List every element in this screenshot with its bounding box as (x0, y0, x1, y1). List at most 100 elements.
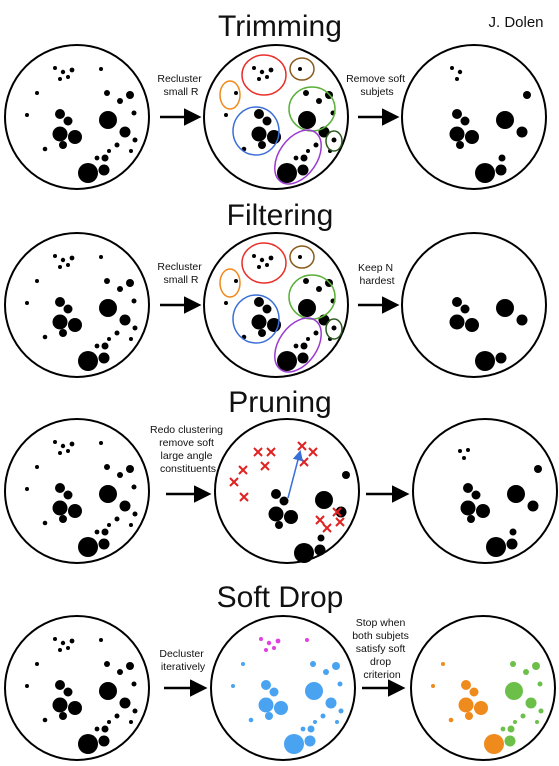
hard-particle (449, 314, 465, 330)
particle (268, 506, 284, 522)
particle (68, 130, 82, 144)
particle (99, 682, 117, 700)
particle (94, 343, 100, 349)
declustered-particle (307, 725, 315, 733)
removed-constituent-cross (332, 507, 342, 517)
particle (300, 342, 308, 350)
particle (131, 484, 137, 490)
subjet-particle (510, 661, 516, 667)
declustered-particle (241, 662, 245, 666)
subjet-oval-darkgreen (325, 130, 343, 152)
particle (98, 538, 110, 550)
svg-text:Decluster iteratively: Decluster iteratively (159, 648, 206, 673)
particle (342, 471, 350, 479)
particle (129, 149, 133, 153)
particle (117, 98, 123, 104)
removed-constituent-cross (229, 477, 239, 487)
declustered-particle (305, 638, 309, 642)
particle (297, 164, 309, 176)
declustered-particle (338, 708, 344, 714)
particle (131, 110, 137, 116)
particle (66, 263, 70, 267)
particle (224, 301, 228, 305)
particle (25, 684, 29, 688)
hard-particle (452, 297, 462, 307)
step-label-line: large angle (161, 450, 213, 462)
particle (58, 648, 62, 652)
subjet-particle (523, 669, 529, 675)
particle (294, 543, 314, 563)
subjet-particle (465, 712, 473, 720)
subjet-particle (538, 708, 544, 714)
particle (42, 334, 48, 340)
particle (69, 638, 75, 644)
particle (117, 472, 123, 478)
particle (63, 687, 73, 697)
particle (252, 66, 256, 70)
particle (60, 257, 66, 263)
particle (42, 717, 48, 723)
particle (132, 511, 138, 517)
particle (129, 337, 133, 341)
particle (53, 637, 57, 641)
declustered-particle (231, 684, 235, 688)
particle (68, 504, 82, 518)
particle (104, 278, 110, 284)
hard-particle (457, 69, 463, 75)
particle (275, 521, 283, 529)
removed-constituent-cross (322, 523, 332, 533)
particle (335, 506, 347, 518)
particle (69, 67, 75, 73)
particle (114, 142, 120, 148)
particle (317, 534, 325, 542)
particle (298, 299, 316, 317)
declustered-particle (272, 646, 276, 650)
declustered-particle (258, 697, 274, 713)
subjet-oval-purple (274, 129, 322, 185)
particle (254, 109, 264, 119)
removed-constituent-cross (308, 447, 318, 457)
particle (129, 523, 133, 527)
particle (306, 337, 310, 341)
particle (131, 298, 137, 304)
declustered-particle (310, 661, 316, 667)
jet-circle-filtering-input (4, 232, 150, 378)
particle (259, 69, 265, 75)
svg-text:Recluster small R: Recluster small R (157, 73, 204, 98)
particle (25, 487, 29, 491)
subjet-particle (484, 734, 504, 754)
particle (59, 141, 67, 149)
particle (306, 149, 310, 153)
hard-particle (496, 111, 514, 129)
particle (107, 337, 111, 341)
title-trimming: Trimming (218, 10, 342, 43)
author-credit: J. Dolen (488, 14, 543, 31)
hard-particle (455, 77, 459, 81)
particle (132, 137, 138, 143)
subjet-particle (537, 681, 543, 687)
particle (126, 279, 134, 287)
particle (251, 126, 267, 142)
subjet-particle (431, 684, 435, 688)
subjet-particle (448, 717, 454, 723)
hard-particle (467, 515, 475, 523)
hard-particle (507, 485, 525, 503)
jet-circle-pruning-reclustered (214, 418, 360, 564)
particle (119, 126, 131, 138)
svg-text:Keep N hardest: Keep N hardest (358, 262, 396, 287)
removed-constituent-cross (238, 465, 248, 475)
particle (268, 255, 274, 261)
particle (104, 90, 110, 96)
subjet-particle (469, 687, 479, 697)
declustered-particle (300, 726, 306, 732)
particle (25, 301, 29, 305)
particle (132, 708, 138, 714)
declustered-particle (332, 662, 340, 670)
hard-particle (458, 449, 462, 453)
particle (101, 342, 109, 350)
particle (331, 325, 337, 331)
particle (252, 254, 256, 258)
step-label-line: iteratively (161, 661, 206, 673)
particle (126, 465, 134, 473)
particle (316, 286, 322, 292)
